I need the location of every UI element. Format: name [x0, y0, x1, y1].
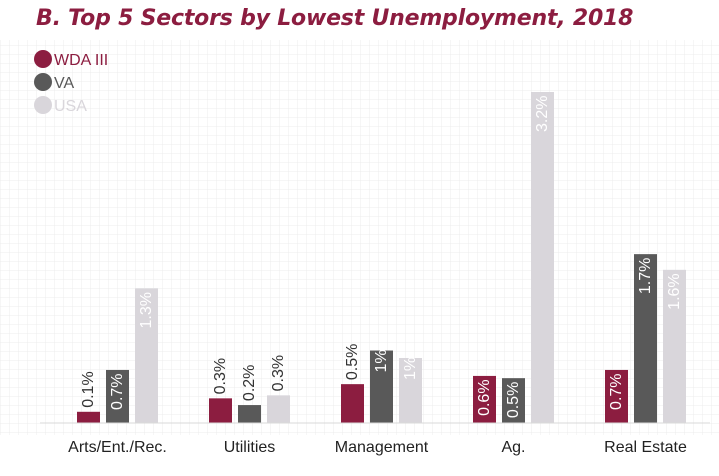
- bar-label: 0.6%: [476, 379, 493, 415]
- legend-label: WDA III: [54, 52, 108, 69]
- bar-label: 0.3%: [212, 358, 229, 394]
- legend: WDA III VA USA: [34, 50, 108, 115]
- bar-va-1: [238, 405, 261, 423]
- bar-label: 0.7%: [109, 373, 126, 409]
- grid-background: [0, 40, 719, 435]
- legend-label: USA: [54, 98, 87, 115]
- legend-marker: [34, 73, 52, 91]
- bar-label: 0.3%: [270, 355, 287, 391]
- x-tick-label: Real Estate: [604, 439, 687, 456]
- legend-label: VA: [54, 75, 74, 92]
- bar-usa-1: [267, 395, 290, 423]
- legend-marker: [34, 50, 52, 68]
- bar-label: 0.1%: [80, 371, 97, 407]
- bar-wda-iii-3: [473, 375, 496, 423]
- bar-wda-iii-0: [77, 411, 100, 423]
- x-tick-label: Management: [335, 439, 429, 456]
- x-tick-label: Utilities: [224, 439, 276, 456]
- bar-va-3: [502, 378, 525, 423]
- x-axis: Arts/Ent./Rec. Utilities Management Ag. Real…: [40, 422, 710, 456]
- bar-label: 3.2%: [534, 96, 551, 132]
- bar-wda-iii-2: [341, 384, 364, 423]
- page-title: B. Top 5 Sectors by Lowest Unemployment,…: [36, 6, 634, 31]
- bar-label: 1.3%: [138, 292, 155, 328]
- bar-label: 0.5%: [505, 382, 522, 418]
- bar-label: 1%: [373, 349, 390, 372]
- bar-label: 1.6%: [666, 273, 683, 309]
- bar-label: 0.5%: [344, 344, 361, 380]
- bar-label: 0.2%: [241, 365, 258, 401]
- bar-usa-3: [531, 92, 554, 423]
- bar-va-2: [370, 350, 393, 423]
- x-tick-label: Ag.: [501, 439, 525, 456]
- bar-wda-iii-4: [605, 369, 628, 423]
- bar-usa-4: [663, 269, 686, 423]
- bar-wda-iii-1: [209, 398, 232, 423]
- bar-usa-0: [135, 288, 158, 423]
- bar-va-0: [106, 369, 129, 423]
- bars-layer: 0.1% 0.3% 0.5% 0.6% 0.7% 0.7% 0.2% 1% 0.5% 1.7% 1.…: [77, 92, 686, 423]
- bar-label: 1.7%: [637, 258, 654, 294]
- x-tick-label: Arts/Ent./Rec.: [68, 439, 167, 456]
- bar-label: 0.7%: [608, 373, 625, 409]
- bar-label: 1%: [402, 357, 419, 380]
- bar-va-4: [634, 254, 657, 423]
- bar-usa-2: [399, 357, 422, 423]
- legend-marker: [34, 96, 52, 114]
